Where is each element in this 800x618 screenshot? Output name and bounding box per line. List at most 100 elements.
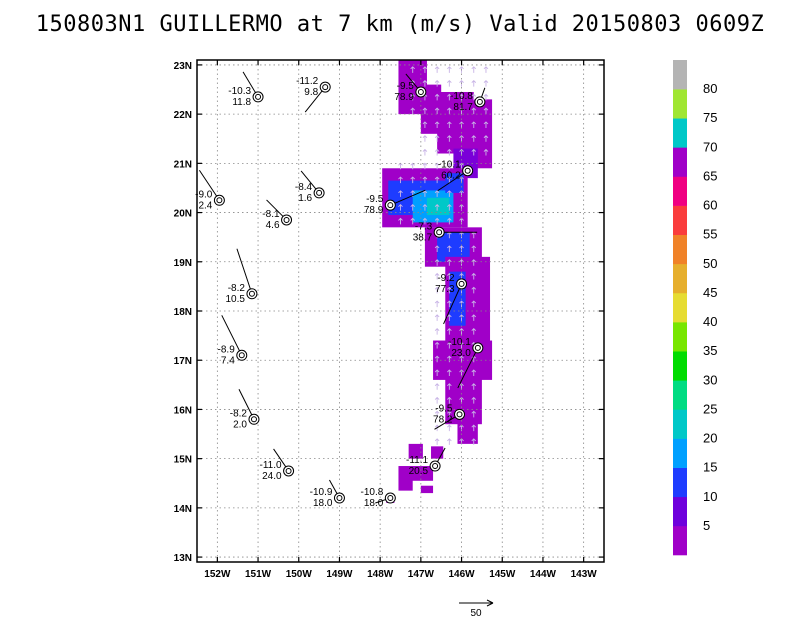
wind-vector — [471, 286, 477, 294]
wind-vector — [434, 396, 440, 404]
x-tick-label: 144W — [530, 569, 557, 580]
station-circle — [456, 278, 468, 290]
colorbar-swatch — [673, 322, 687, 352]
wind-vector — [434, 121, 440, 128]
wind-vector — [483, 93, 489, 101]
station-speed: 24.0 — [262, 471, 282, 482]
station-circle — [462, 165, 474, 177]
colorbar: 5 10 15 20 25 30 35 40 45 50 55 60 65 70 75 80 — [673, 60, 717, 556]
station-temperature: -9.5 — [366, 194, 384, 205]
colorbar-label: 65 — [703, 168, 717, 183]
x-tick-label: 150W — [286, 569, 313, 580]
station-inner-circle — [436, 229, 443, 236]
wind-vector — [434, 148, 440, 156]
station-marker: -11.120.5 — [406, 447, 446, 477]
station-speed: 9.8 — [304, 87, 318, 98]
station-circle — [384, 492, 396, 504]
wind-vector — [447, 121, 452, 128]
wind-vector — [483, 107, 489, 115]
station-temperature: -8.9 — [218, 344, 236, 355]
wind-vector — [447, 300, 452, 308]
colorbar-label: 25 — [703, 401, 717, 416]
wind-vector — [471, 424, 477, 432]
station-temperature: -10.3 — [228, 86, 251, 97]
x-tick-label: 152W — [204, 569, 231, 580]
station-circle — [313, 187, 325, 199]
y-tick-label: 16N — [174, 405, 192, 416]
station-temperature: -9.2 — [437, 273, 455, 284]
wind-vector — [434, 204, 440, 211]
station-marker: -10.160.2 — [437, 160, 474, 192]
colorbar-swatch — [673, 409, 687, 439]
swath-cell — [420, 84, 442, 134]
wind-vector — [471, 328, 477, 335]
station-speed: 78.9 — [364, 205, 384, 216]
wind-vector — [471, 121, 477, 128]
wind-barb — [238, 389, 255, 420]
wind-vector — [434, 286, 440, 294]
wind-barb — [236, 248, 253, 294]
station-temperature: -7.3 — [415, 221, 433, 232]
station-inner-circle — [417, 88, 424, 95]
wind-vector — [410, 217, 416, 225]
y-tick-label: 15N — [174, 455, 192, 466]
wind-vector — [471, 79, 477, 87]
station-temperature: -10.9 — [310, 487, 333, 498]
station-circle — [283, 465, 295, 477]
station-marker: -9.277.3 — [435, 273, 468, 325]
wind-vector — [471, 300, 477, 308]
station-temperature: -8.1 — [262, 209, 280, 220]
colorbar-label: 15 — [703, 460, 717, 475]
colorbar-label: 60 — [703, 198, 717, 213]
colorbar-swatch — [673, 89, 687, 119]
y-tick-label: 21N — [174, 159, 192, 170]
wind-vector — [422, 107, 428, 115]
colorbar-label: 5 — [703, 518, 710, 533]
wind-vector — [410, 162, 416, 170]
colorbar-swatch — [673, 118, 687, 148]
reference-vector-label: 50 — [470, 608, 482, 618]
wind-vector — [447, 135, 452, 142]
station-circle — [333, 492, 345, 504]
swath-cell — [398, 466, 413, 491]
wind-vector — [447, 259, 452, 266]
station-marker: -8.210.5 — [225, 248, 258, 305]
colorbar-label: 40 — [703, 314, 717, 329]
wind-vector — [471, 272, 477, 280]
wind-vector — [434, 438, 440, 445]
x-axis: 152W 151W 150W 149W 148W 147W 146W 145W 144W 143W — [204, 60, 597, 580]
dropsonde-stations: -10.311.8-11.29.8-9.578.9 -10.881.7-8.41.… — [195, 71, 486, 509]
colorbar-label: 30 — [703, 372, 717, 387]
station-speed: 81.7 — [453, 102, 473, 113]
station-inner-circle — [464, 167, 471, 174]
colorbar-swatch — [673, 467, 687, 498]
station-circle — [384, 199, 396, 211]
station-circle — [281, 214, 293, 226]
station-marker: -8.14.6 — [262, 199, 293, 231]
station-marker: -11.024.0 — [260, 448, 295, 482]
x-tick-label: 143W — [571, 569, 598, 580]
wind-vector — [471, 396, 477, 404]
station-speed: 20.5 — [409, 466, 429, 477]
station-speed: 10.5 — [225, 294, 245, 305]
y-tick-label: 14N — [174, 504, 192, 515]
wind-vector — [447, 176, 452, 184]
y-tick-label: 20N — [174, 209, 192, 220]
colorbar-swatch — [673, 525, 687, 556]
wind-vector — [471, 66, 477, 73]
station-marker: -8.22.0 — [230, 389, 260, 430]
station-temperature: -10.1 — [448, 337, 471, 348]
station-marker: -9.578.9 — [394, 73, 427, 103]
colorbar-swatch — [673, 351, 687, 381]
station-marker: -10.123.0 — [448, 337, 484, 389]
station-inner-circle — [336, 495, 343, 502]
colorbar-label: 10 — [703, 489, 717, 504]
wind-vector — [434, 107, 440, 115]
wind-vector — [434, 79, 440, 87]
wind-vector — [434, 162, 440, 170]
station-marker: -10.818.0 — [361, 487, 396, 509]
colorbar-label: 70 — [703, 139, 717, 154]
swath-cell — [426, 197, 450, 216]
station-inner-circle — [238, 352, 245, 359]
wind-vector — [447, 79, 452, 87]
